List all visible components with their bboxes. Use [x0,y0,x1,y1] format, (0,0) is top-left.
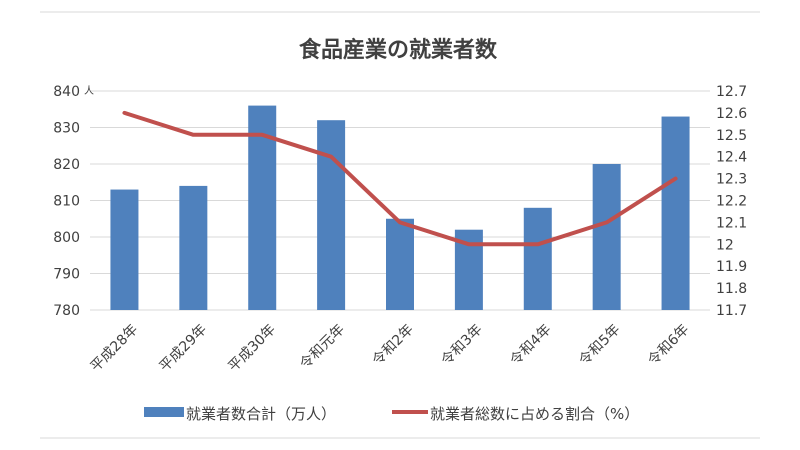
right-tick-label: 12.6 [716,106,747,122]
right-tick-label: 12.3 [716,172,747,188]
chart-title: 食品産業の就業者数 [299,37,498,63]
bar-8 [661,116,690,310]
left-tick-label: 830 [53,121,80,137]
right-tick-label: 12.7 [716,84,747,100]
x-tick-label: 令和2年 [370,322,417,369]
x-tick-label: 平成30年 [225,322,279,376]
right-tick-label: 11.8 [716,281,747,297]
left-tick-label: 810 [53,194,80,210]
bar-7 [592,164,621,310]
bar-6 [523,207,552,310]
x-tick-label: 令和6年 [645,322,692,369]
right-axis-ticks: 11.7 11.8 11.9 12 12.1 12.2 12.3 12.4 12.5 12.6 12… [716,84,747,319]
bar-4 [386,218,414,310]
bar-0 [110,189,139,310]
right-tick-label: 12 [716,237,734,253]
right-tick-label: 11.9 [716,259,747,275]
x-tick-label: 令和元年 [297,322,348,373]
x-tick-label: 令和5年 [576,322,623,369]
percentage-line [122,110,678,247]
right-tick-label: 12.1 [716,215,747,231]
left-axis-unit: 人 [84,85,94,97]
legend-line-label: 就業者総数に占める割合（%） [430,405,639,423]
left-tick-label: 820 [53,157,80,173]
x-tick-label: 平成28年 [88,322,142,376]
x-tick-label: 令和4年 [507,322,554,369]
bar-3 [317,120,346,310]
legend-bar-swatch [144,407,184,417]
legend-bar-label: 就業者数合計（万人） [186,405,336,423]
left-tick-label: 800 [53,230,80,246]
bar-1 [179,185,208,310]
x-axis-ticks: 平成28年 平成29年 平成30年 令和元年 令和2年 令和3年 令和4年 令和5年 令和6年 [88,322,693,376]
legend: 就業者数合計（万人） 就業者総数に占める割合（%） [144,405,639,423]
right-tick-label: 12.5 [716,128,747,144]
left-axis-ticks: 780 790 800 810 820 830 840 [53,84,80,319]
left-tick-label: 790 [53,267,80,283]
line-series [122,110,678,247]
left-tick-label: 780 [53,303,80,319]
x-tick-label: 令和3年 [438,322,485,369]
bar-series [110,105,690,310]
x-tick-label: 平成29年 [157,322,211,376]
right-tick-label: 12.4 [716,150,747,166]
right-tick-label: 11.7 [716,303,747,319]
right-tick-label: 12.2 [716,194,747,210]
left-tick-label: 840 [53,84,80,100]
